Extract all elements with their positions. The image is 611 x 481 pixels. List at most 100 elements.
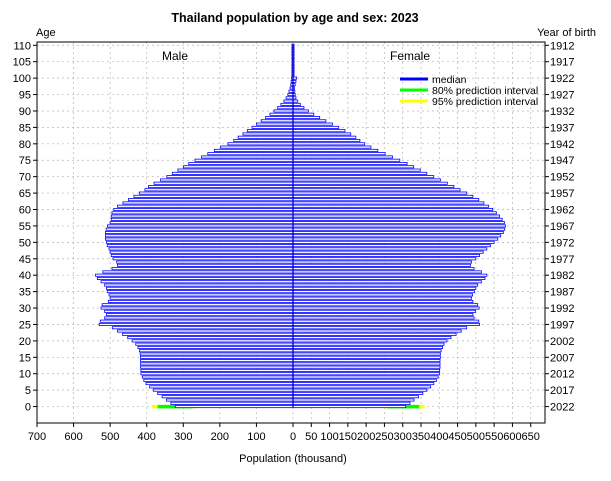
bar-male bbox=[116, 260, 294, 264]
bar-male bbox=[160, 178, 294, 182]
bar-male bbox=[122, 332, 294, 336]
bar-male bbox=[113, 208, 294, 212]
bar-male bbox=[101, 303, 294, 307]
y-tick-label-left: 65 bbox=[19, 188, 31, 200]
bar-male bbox=[112, 257, 294, 261]
bar-male bbox=[139, 352, 294, 356]
bar-female bbox=[292, 309, 476, 313]
bar-female bbox=[292, 237, 499, 241]
bar-female bbox=[292, 359, 441, 363]
bar-female bbox=[292, 214, 501, 218]
bar-male bbox=[111, 326, 294, 330]
bar-female bbox=[292, 99, 299, 103]
y-tick-label-right: 2007 bbox=[550, 352, 574, 364]
y-tick-label-right: 1947 bbox=[550, 155, 574, 167]
bar-male bbox=[106, 313, 294, 317]
y-tick-label-left: 10 bbox=[19, 369, 31, 381]
bar-male bbox=[127, 336, 294, 340]
bar-female bbox=[292, 362, 441, 366]
bar-female bbox=[292, 178, 441, 182]
y-tick-label-right: 1917 bbox=[550, 57, 574, 69]
y-tick-label-right: 1927 bbox=[550, 90, 574, 102]
bar-female bbox=[292, 171, 428, 175]
x-tick-label: 300 bbox=[174, 431, 192, 443]
bar-female bbox=[292, 224, 506, 228]
y-tick-label-left: 50 bbox=[19, 237, 31, 249]
bars bbox=[95, 43, 506, 409]
y-tick-label-right: 1972 bbox=[550, 237, 574, 249]
bar-male bbox=[269, 112, 294, 116]
x-tick-label: 500 bbox=[101, 431, 119, 443]
x-tick-label: 450 bbox=[448, 431, 466, 443]
x-tick-label: 100 bbox=[320, 431, 338, 443]
bar-female bbox=[292, 125, 340, 129]
bar-male bbox=[157, 391, 294, 395]
y-tick-label-right: 1957 bbox=[550, 188, 574, 200]
bar-female bbox=[292, 296, 472, 300]
bar-female bbox=[292, 148, 379, 152]
bar-male bbox=[104, 309, 294, 313]
x-tick-label: 200 bbox=[211, 431, 229, 443]
bar-male bbox=[260, 119, 294, 123]
y-tick-label-left: 20 bbox=[19, 336, 31, 348]
legend-label-pi80: 80% prediction interval bbox=[432, 85, 538, 97]
bar-male bbox=[171, 171, 294, 175]
bar-female bbox=[292, 313, 474, 317]
bar-female bbox=[292, 135, 357, 139]
y-tick-label-right: 1942 bbox=[550, 139, 574, 151]
y-tick-label-right: 1962 bbox=[550, 205, 574, 217]
y-tick-label-right: 1922 bbox=[550, 73, 574, 85]
bar-female bbox=[292, 162, 408, 166]
bar-male bbox=[104, 230, 294, 234]
bar-male bbox=[104, 316, 294, 320]
bar-female bbox=[292, 382, 435, 386]
y-tick-label-left: 45 bbox=[19, 254, 31, 266]
bar-female bbox=[292, 102, 301, 106]
bar-male bbox=[98, 322, 294, 326]
bar-male bbox=[152, 388, 294, 392]
bar-male bbox=[277, 106, 294, 110]
x-tick-label: 100 bbox=[247, 431, 265, 443]
bar-female bbox=[292, 227, 506, 231]
bar-male bbox=[106, 290, 294, 294]
y-tick-label-right: 1997 bbox=[550, 319, 574, 331]
bar-male bbox=[117, 263, 294, 267]
bar-female bbox=[292, 221, 505, 225]
bar-female bbox=[292, 270, 482, 274]
y-tick-label-left: 75 bbox=[19, 155, 31, 167]
y-tick-label-right: 1987 bbox=[550, 287, 574, 299]
bar-female bbox=[292, 234, 502, 238]
bar-male bbox=[140, 365, 294, 369]
bar-male bbox=[280, 102, 294, 106]
x-tick-label: 650 bbox=[522, 431, 540, 443]
bar-female bbox=[292, 352, 441, 356]
bar-male bbox=[133, 194, 294, 198]
bar-male bbox=[108, 247, 294, 251]
bar-male bbox=[138, 349, 294, 353]
bar-female bbox=[292, 372, 441, 376]
bar-male bbox=[110, 214, 294, 218]
bar-female bbox=[292, 395, 419, 399]
bar-female bbox=[292, 168, 421, 172]
bar-male bbox=[220, 145, 294, 149]
bar-male bbox=[140, 368, 294, 372]
bar-female bbox=[292, 142, 366, 146]
bar-female bbox=[292, 194, 474, 198]
y-tick-label-left: 0 bbox=[25, 402, 31, 414]
bar-male bbox=[106, 286, 294, 290]
bar-female bbox=[292, 240, 495, 244]
bar-female bbox=[292, 286, 477, 290]
y-tick-label-right: 1982 bbox=[550, 270, 574, 282]
bar-male bbox=[161, 395, 294, 399]
bar-female bbox=[292, 250, 484, 254]
bar-female bbox=[292, 276, 486, 280]
bar-female bbox=[292, 326, 468, 330]
bar-male bbox=[287, 93, 294, 97]
bar-male bbox=[140, 355, 294, 359]
bar-male bbox=[166, 398, 294, 402]
bar-female bbox=[292, 106, 305, 110]
x-tick-label: 350 bbox=[412, 431, 430, 443]
bar-male bbox=[144, 188, 294, 192]
bar-female bbox=[292, 116, 321, 120]
